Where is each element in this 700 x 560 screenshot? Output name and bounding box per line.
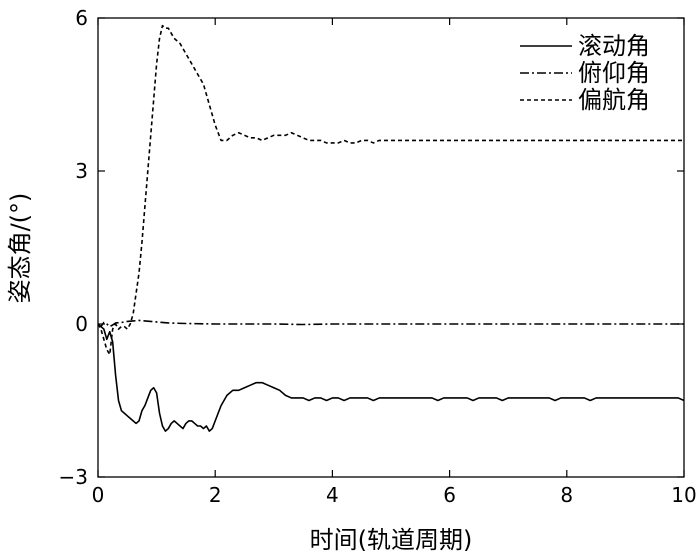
x-tick-label: 0 <box>92 483 105 507</box>
x-tick-label: 4 <box>326 483 339 507</box>
series-line-3 <box>97 24 684 356</box>
legend-label-2: 俯仰角 <box>578 59 650 87</box>
y-tick-label: 0 <box>75 312 88 336</box>
x-tick-label: 10 <box>671 483 696 507</box>
x-tick-label: 6 <box>443 483 456 507</box>
y-tick-label: 6 <box>75 6 88 30</box>
series-line-2 <box>97 319 684 328</box>
plot-frame <box>97 17 685 478</box>
y-tick-label: 3 <box>75 159 88 183</box>
x-tick-label: 2 <box>209 483 222 507</box>
x-axis-title: 时间(轨道周期) <box>310 526 473 554</box>
plot-area <box>97 17 685 478</box>
legend-label-1: 滚动角 <box>578 32 650 60</box>
y-tick-label: −3 <box>59 465 88 489</box>
series-line-1 <box>97 323 685 432</box>
legend-label-3: 偏航角 <box>578 86 650 114</box>
y-axis-title: 姿态角/(°) <box>6 193 34 304</box>
x-tick-label: 8 <box>560 483 573 507</box>
series-layer <box>97 24 685 432</box>
